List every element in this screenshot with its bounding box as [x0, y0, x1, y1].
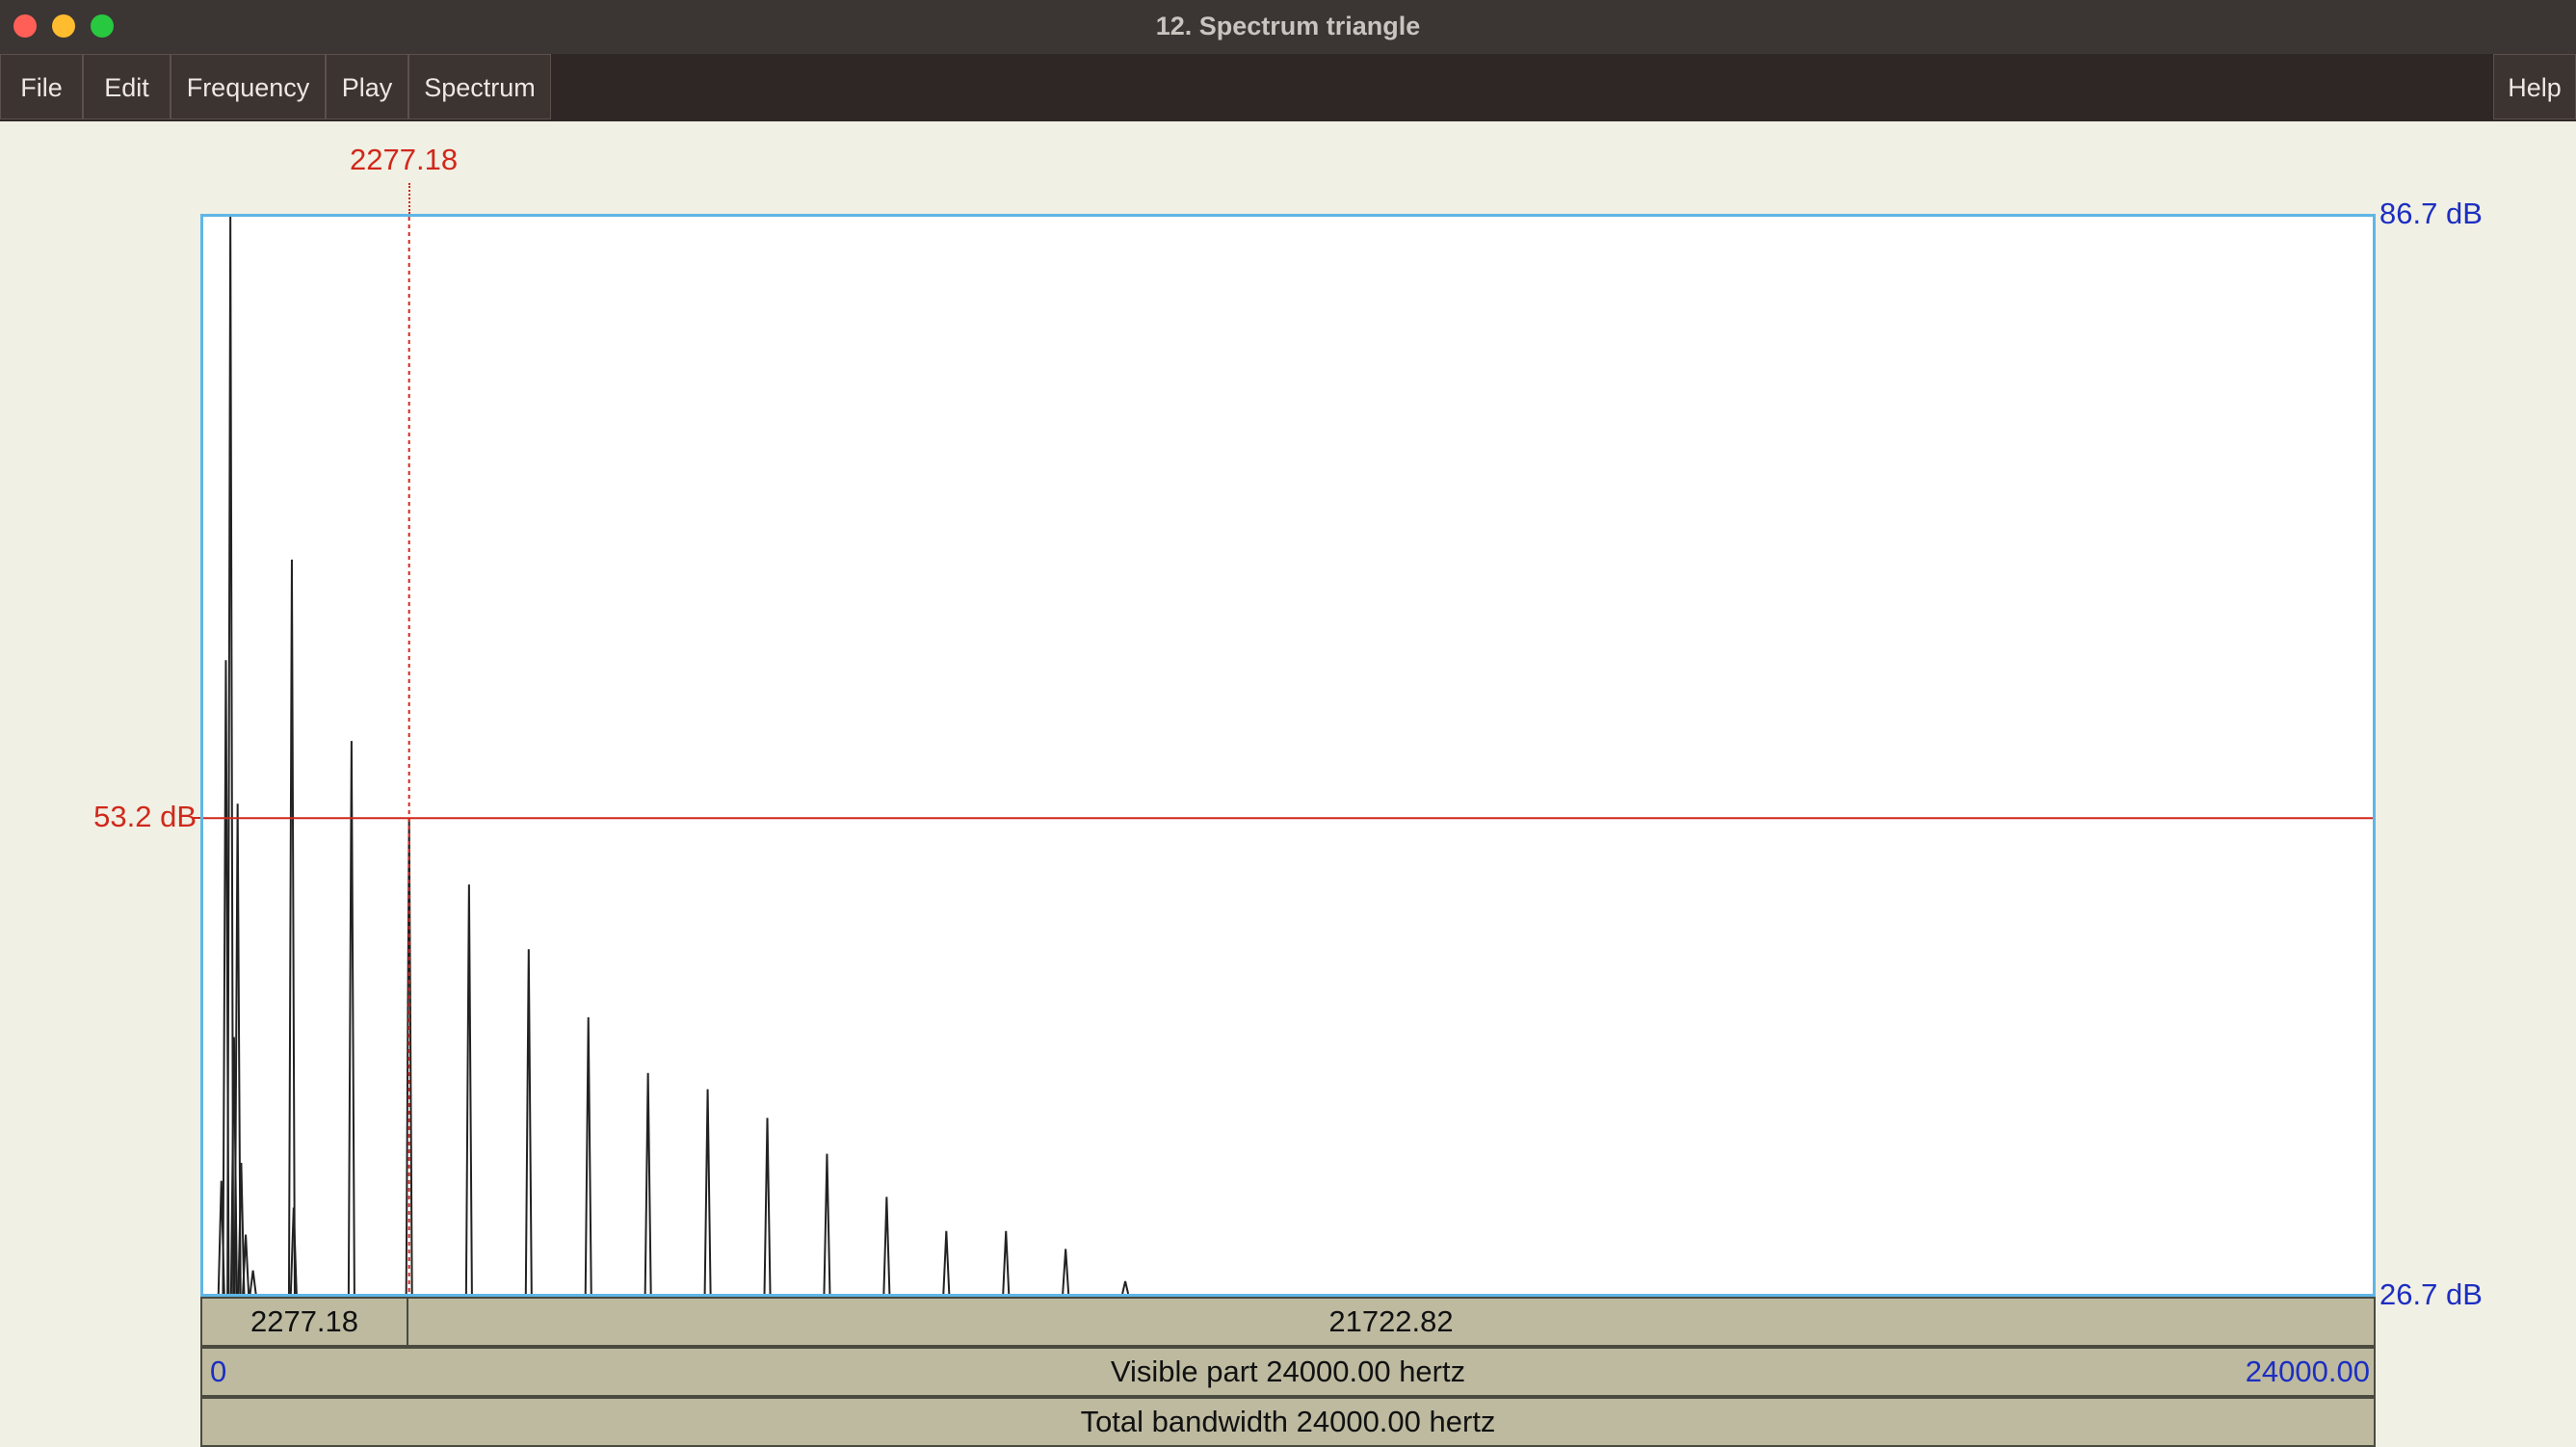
spectrum-peak-17 — [763, 1118, 772, 1294]
spectrum-peak-9 — [289, 1207, 298, 1294]
cursor-db-tick — [193, 817, 200, 820]
cursor-frequency-label: 2277.18 — [350, 143, 459, 176]
menu-spectrum[interactable]: Spectrum — [408, 54, 551, 119]
spectrum-peak-13 — [524, 949, 533, 1294]
spectrum-peak-4 — [233, 803, 242, 1294]
max-db-label: 86.7 dB — [2379, 197, 2483, 230]
spectrum-peak-19 — [882, 1197, 891, 1294]
spectrum-peak-5 — [237, 1162, 246, 1294]
spectrum-peak-6 — [242, 1234, 250, 1294]
title-bar: 12. Spectrum triangle — [0, 0, 2576, 55]
cursor-db-label: 53.2 dB — [93, 800, 197, 833]
spectrum-peak-7 — [249, 1270, 257, 1294]
total-bandwidth-bar[interactable]: Total bandwidth 24000.00 hertz — [200, 1397, 2376, 1447]
visible-part-bar[interactable]: 0 Visible part 24000.00 hertz 24000.00 — [200, 1347, 2376, 1397]
spectrum-peak-20 — [942, 1230, 951, 1294]
spectrum-peak-22 — [1062, 1249, 1070, 1294]
spectrum-plot[interactable] — [200, 214, 2376, 1297]
spectrum-peak-16 — [703, 1089, 712, 1294]
spectrum-peak-21 — [1002, 1230, 1011, 1294]
spectrum-peak-12 — [464, 884, 473, 1294]
menu-file[interactable]: File — [0, 54, 83, 119]
min-db-label: 26.7 dB — [2379, 1277, 2483, 1311]
maximize-window-button[interactable] — [91, 14, 114, 38]
spectrum-peak-18 — [823, 1153, 831, 1294]
selection-right-segment[interactable]: 21722.82 — [407, 1297, 2376, 1347]
spectrum-peak-23 — [1121, 1280, 1130, 1294]
spectrum-peak-14 — [584, 1017, 592, 1294]
cursor-frequency-line-extension — [407, 183, 410, 214]
menu-bar: File Edit Frequency Play Spectrum Help — [0, 54, 2576, 121]
spectrum-peak-15 — [644, 1072, 652, 1294]
window-title: 12. Spectrum triangle — [1155, 12, 1421, 40]
total-bandwidth-label: Total bandwidth 24000.00 hertz — [1080, 1405, 1496, 1438]
spectrum-peak-8 — [287, 559, 296, 1294]
menu-play[interactable]: Play — [326, 54, 408, 119]
visible-start-label: 0 — [210, 1355, 227, 1388]
selection-left-segment[interactable]: 2277.18 — [200, 1297, 408, 1347]
minimize-window-button[interactable] — [52, 14, 75, 38]
visible-part-label: Visible part 24000.00 hertz — [1110, 1355, 1466, 1388]
menu-edit[interactable]: Edit — [83, 54, 171, 119]
spectrum-canvas[interactable] — [203, 217, 2373, 1294]
spectrum-peak-10 — [347, 741, 355, 1294]
spectrum-peak-2 — [226, 217, 235, 1294]
menu-help[interactable]: Help — [2493, 54, 2576, 119]
visible-end-label: 24000.00 — [2245, 1355, 2370, 1388]
close-window-button[interactable] — [13, 14, 37, 38]
menu-frequency[interactable]: Frequency — [171, 54, 326, 119]
